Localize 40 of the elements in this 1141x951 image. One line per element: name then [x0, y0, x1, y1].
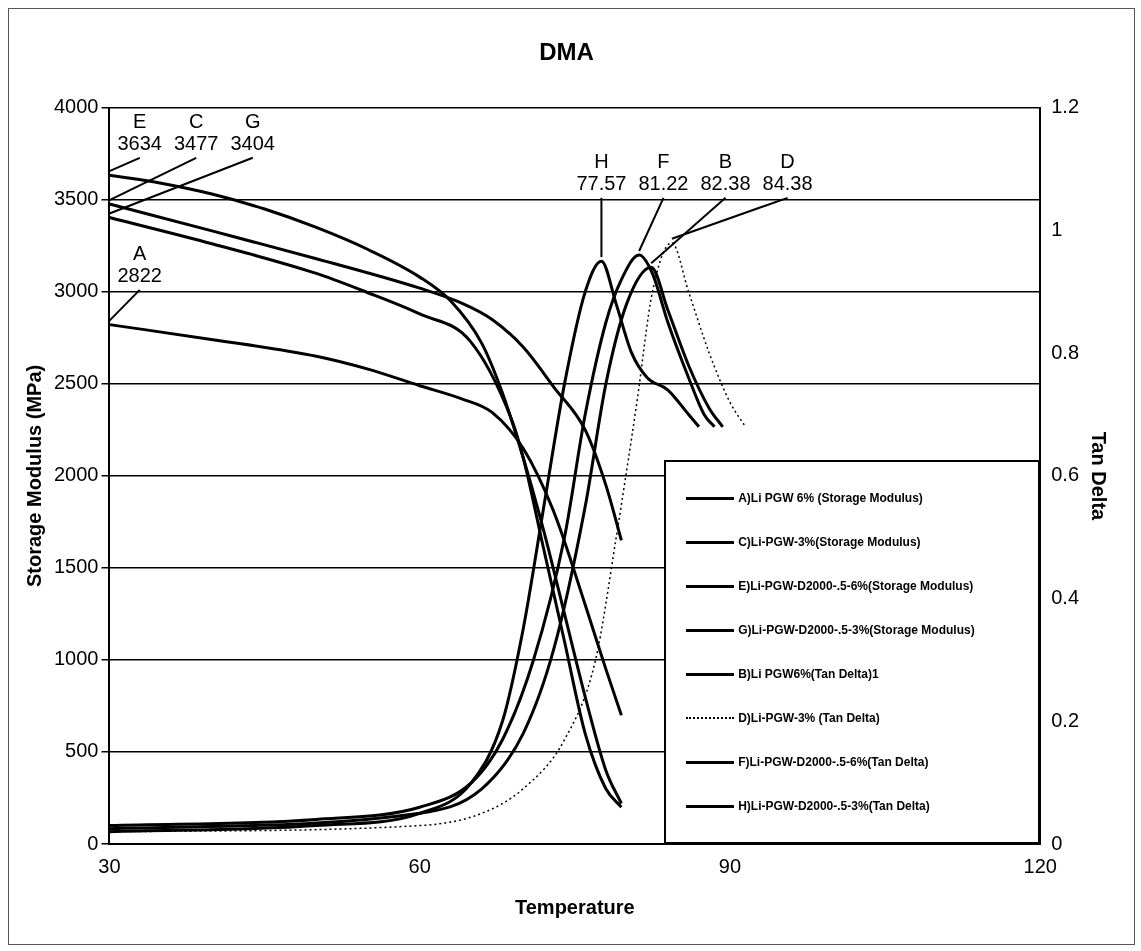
y-tick-label: 3000: [53, 279, 99, 302]
y2-tick-label: 0.2: [1051, 708, 1080, 731]
legend-label: F)Li-PGW-D2000-.5-6%(Tan Delta): [738, 755, 929, 769]
annotation: A 2822: [117, 242, 162, 287]
y-tick-label: 2000: [53, 463, 99, 486]
legend-label: H)Li-PGW-D2000-.5-3%(Tan Delta): [738, 799, 930, 813]
y2-tick-label: 0.8: [1051, 340, 1080, 363]
y2-axis-title: Tan Delta: [1088, 431, 1111, 522]
x-axis-title: Temperature: [515, 895, 635, 918]
annotation: G 3404: [230, 110, 275, 155]
y2-tick-label: 0: [1051, 831, 1063, 854]
legend-label: B)Li PGW6%(Tan Delta)1: [738, 667, 879, 681]
x-tick-label: 90: [718, 854, 742, 877]
y-axis-title: Storage Modulus (MPa): [22, 364, 45, 588]
annotation: C 3477: [173, 110, 219, 155]
annotation: D 84.38: [762, 150, 813, 195]
y2-tick-label: 0.6: [1051, 463, 1080, 486]
y-tick-label: 3500: [53, 187, 99, 210]
annotation: F 81.22: [638, 150, 689, 195]
legend-label: C)Li-PGW-3%(Storage Modulus): [738, 535, 921, 549]
y-tick-label: 1000: [53, 647, 99, 670]
y-tick-label: 500: [65, 739, 99, 762]
x-tick-label: 60: [408, 854, 431, 877]
chart-title: DMA: [539, 38, 594, 66]
y2-tick-label: 1: [1051, 218, 1063, 241]
legend-label: E)Li-PGW-D2000-.5-6%(Storage Modulus): [738, 579, 974, 593]
annotation: H 77.57: [576, 150, 627, 195]
x-tick-label: 120: [1023, 854, 1057, 877]
legend-label: G)Li-PGW-D2000-.5-3%(Storage Modulus): [738, 623, 975, 637]
y2-tick-label: 1.2: [1051, 95, 1080, 118]
y-tick-label: 0: [87, 831, 99, 854]
y-tick-label: 1500: [53, 555, 99, 578]
y-tick-label: 4000: [53, 95, 99, 118]
y2-tick-label: 0.4: [1051, 586, 1080, 609]
legend-label: D)Li-PGW-3% (Tan Delta): [738, 711, 880, 725]
legend-label: A)Li PGW 6% (Storage Modulus): [738, 491, 923, 505]
x-tick-label: 30: [98, 854, 121, 877]
annotation: E 3634: [117, 110, 162, 155]
y-tick-label: 2500: [53, 371, 99, 394]
annotation: B 82.38: [700, 150, 751, 195]
